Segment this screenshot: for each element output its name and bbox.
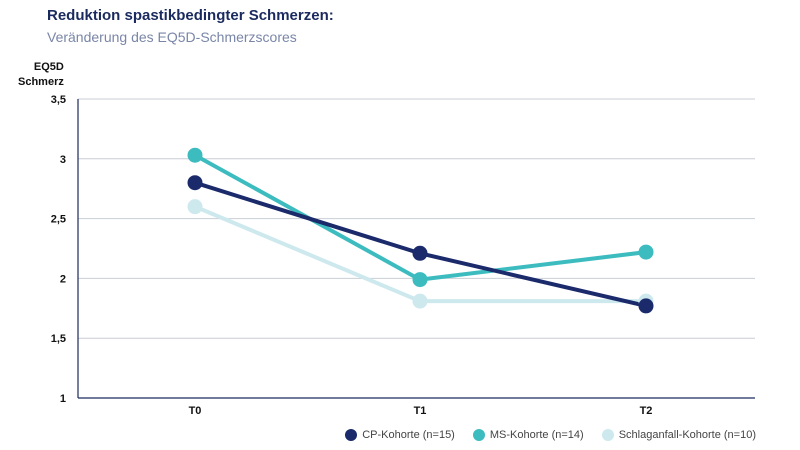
legend-dot-stroke [601, 429, 614, 441]
y-tick-label: 1 [60, 393, 66, 405]
data-point [638, 244, 654, 260]
legend-label-stroke: Schlaganfall-Kohorte (n=10) [618, 429, 756, 441]
x-tick-label: T1 [414, 405, 427, 417]
legend-item-cp: CP-Kohorte (n=15) [345, 429, 455, 441]
chart-title: Reduktion spastikbedingter Schmerzen: [47, 7, 334, 24]
data-point [187, 175, 203, 191]
series-line [193, 180, 648, 308]
y-tick-label: 3 [60, 154, 66, 166]
legend-item-ms: MS-Kohorte (n=14) [472, 429, 584, 441]
data-point [412, 272, 428, 288]
legend-label-cp: CP-Kohorte (n=15) [362, 429, 455, 441]
y-axis-label-line1: EQ5D [33, 61, 64, 73]
data-point [412, 293, 428, 309]
y-tick-label: 1,5 [51, 333, 66, 345]
data-point [638, 298, 654, 314]
y-axis-label: EQ5D Schmerz [18, 60, 64, 90]
y-tick-label: 3,5 [51, 94, 66, 106]
legend-item-stroke: Schlaganfall-Kohorte (n=10) [601, 429, 756, 441]
data-point [187, 147, 203, 163]
y-axis-label-line2: Schmerz [18, 76, 64, 88]
y-tick-label: 2,5 [51, 214, 66, 226]
legend-dot-cp [345, 429, 358, 441]
y-tick-label: 2 [60, 273, 66, 285]
x-tick-label: T0 [189, 405, 202, 417]
data-point [187, 199, 203, 215]
chart-subtitle: Veränderung des EQ5D-Schmerzscores [47, 29, 297, 45]
legend-label-ms: MS-Kohorte (n=14) [489, 429, 584, 441]
data-point [412, 245, 428, 261]
series-line [193, 153, 648, 282]
legend: CP-Kohorte (n=15) MS-Kohorte (n=14) Schl… [345, 429, 756, 441]
x-tick-label: T2 [640, 405, 653, 417]
legend-dot-ms [472, 429, 485, 441]
